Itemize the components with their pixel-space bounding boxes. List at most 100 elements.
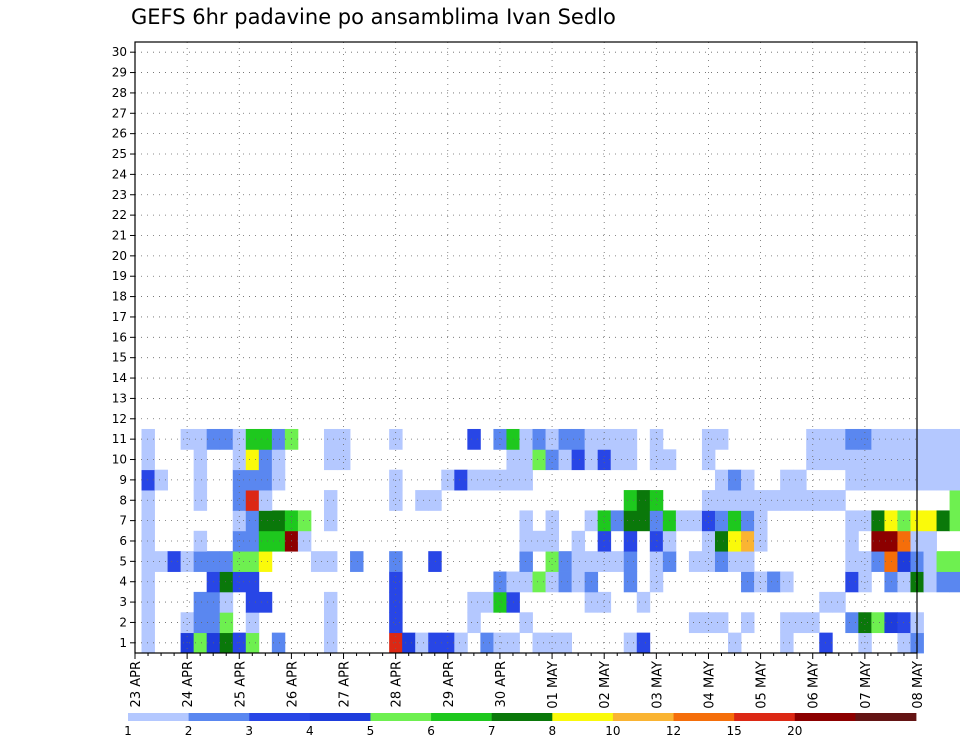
y-tick-label: 18 xyxy=(112,290,127,304)
heatmap-cell xyxy=(780,632,794,654)
heatmap-cell xyxy=(428,551,442,572)
heatmap-cell xyxy=(493,571,507,593)
heatmap-cell xyxy=(858,632,872,654)
heatmap-cell xyxy=(832,591,846,613)
heatmap-cell xyxy=(141,571,155,593)
legend-label: 5 xyxy=(367,724,375,738)
heatmap-cell xyxy=(728,510,742,532)
grid-lines xyxy=(135,42,917,653)
legend-swatch xyxy=(431,713,493,721)
y-tick-label: 27 xyxy=(112,106,127,120)
y-tick-label: 4 xyxy=(119,575,127,589)
heatmap-cell xyxy=(845,428,859,450)
heatmap-cell xyxy=(193,632,208,654)
heatmap-cell xyxy=(323,510,338,532)
heatmap-cell xyxy=(271,530,286,552)
x-tick-label: 01 MAY xyxy=(546,661,561,709)
heatmap-cell xyxy=(610,551,625,572)
y-tick-label: 11 xyxy=(112,432,127,446)
heatmap-cell xyxy=(714,530,729,552)
heatmap-cell xyxy=(597,551,612,572)
legend-label: 2 xyxy=(185,724,193,738)
heatmap-cell xyxy=(389,428,403,450)
heatmap-cell xyxy=(897,612,911,634)
heatmap-cell xyxy=(949,551,960,572)
heatmap-cell xyxy=(389,612,403,634)
heatmap-cell xyxy=(897,449,911,471)
heatmap-cell xyxy=(714,510,729,532)
heatmap-cell xyxy=(714,428,729,450)
heatmap-cell xyxy=(623,490,638,511)
heatmap-cell xyxy=(258,428,273,450)
heatmap-cell xyxy=(141,530,155,552)
heatmap-cell xyxy=(728,551,742,572)
heatmap-cell xyxy=(858,449,872,471)
heatmap-cell xyxy=(245,449,260,471)
heatmap-cell xyxy=(767,571,781,593)
heatmap-cell xyxy=(258,530,273,552)
heatmap-cell xyxy=(845,449,859,471)
heatmap-cell xyxy=(871,612,885,634)
heatmap-cell xyxy=(219,612,234,634)
heatmap-cell xyxy=(845,530,859,552)
y-tick-label: 12 xyxy=(112,412,127,426)
heatmap-cell xyxy=(936,510,950,532)
heatmap-cell xyxy=(493,591,507,613)
y-tick-label: 25 xyxy=(112,147,127,161)
heatmap-cell xyxy=(350,551,364,572)
x-axis: 23 APR 24 APR 25 APR 26 APR 27 APR 28 APR 29 A… xyxy=(129,653,926,709)
heatmap-cell xyxy=(623,428,638,450)
heatmap-cell xyxy=(949,510,960,532)
heatmap-cell xyxy=(858,612,872,634)
y-tick-label: 13 xyxy=(112,391,127,405)
heatmap-cell xyxy=(480,469,494,491)
heatmap-cell xyxy=(754,510,768,532)
heatmap-cell xyxy=(897,551,911,572)
heatmap-cell xyxy=(232,490,247,511)
heatmap-cell xyxy=(610,449,625,471)
heatmap-cell xyxy=(193,530,208,552)
heatmap-cell xyxy=(454,469,468,491)
heatmap-cell xyxy=(245,591,260,613)
x-tick-label: 30 APR xyxy=(494,661,509,707)
heatmap-cell xyxy=(597,510,612,532)
heatmap-cell xyxy=(728,469,742,491)
heatmap-cell xyxy=(271,449,286,471)
heatmap-cell xyxy=(545,632,559,654)
heatmap-cell xyxy=(558,428,573,450)
heatmap-cell xyxy=(936,469,950,491)
heatmap-cell xyxy=(649,449,664,471)
heatmap-cell xyxy=(271,428,286,450)
heatmap-cell xyxy=(180,551,195,572)
heatmap-cell xyxy=(858,551,872,572)
heatmap-cell xyxy=(858,510,872,532)
heatmap-cell xyxy=(936,551,950,572)
heatmap-cell xyxy=(519,612,533,634)
heatmap-cell xyxy=(701,510,716,532)
heatmap-cell xyxy=(467,469,481,491)
heatmap-cell xyxy=(180,428,195,450)
heatmap-cell xyxy=(675,510,690,532)
heatmap-cell xyxy=(245,530,260,552)
heatmap-cell xyxy=(623,530,638,552)
heatmap-cell xyxy=(558,571,573,593)
heatmap-cell xyxy=(180,612,195,634)
chart-title: GEFS 6hr padavine po ansamblima Ivan Sed… xyxy=(131,5,616,29)
heatmap-cell xyxy=(323,428,338,450)
heatmap-cell xyxy=(649,510,664,532)
heatmap-cell xyxy=(323,551,338,572)
heatmap-cell xyxy=(545,571,559,593)
x-tick-label: 25 APR xyxy=(233,661,248,707)
heatmap-cell xyxy=(532,530,546,552)
heatmap-cell xyxy=(649,490,664,511)
heatmap-cell xyxy=(949,469,960,491)
heatmap-cell xyxy=(415,490,429,511)
heatmap-cell xyxy=(688,612,703,634)
heatmap-cell xyxy=(949,449,960,471)
legend-swatch xyxy=(309,713,371,721)
heatmap-cell xyxy=(141,510,155,532)
heatmap-cell xyxy=(714,469,729,491)
heatmap-cell xyxy=(154,469,168,491)
heatmap-cell xyxy=(519,571,533,593)
heatmap-cell xyxy=(701,490,716,511)
